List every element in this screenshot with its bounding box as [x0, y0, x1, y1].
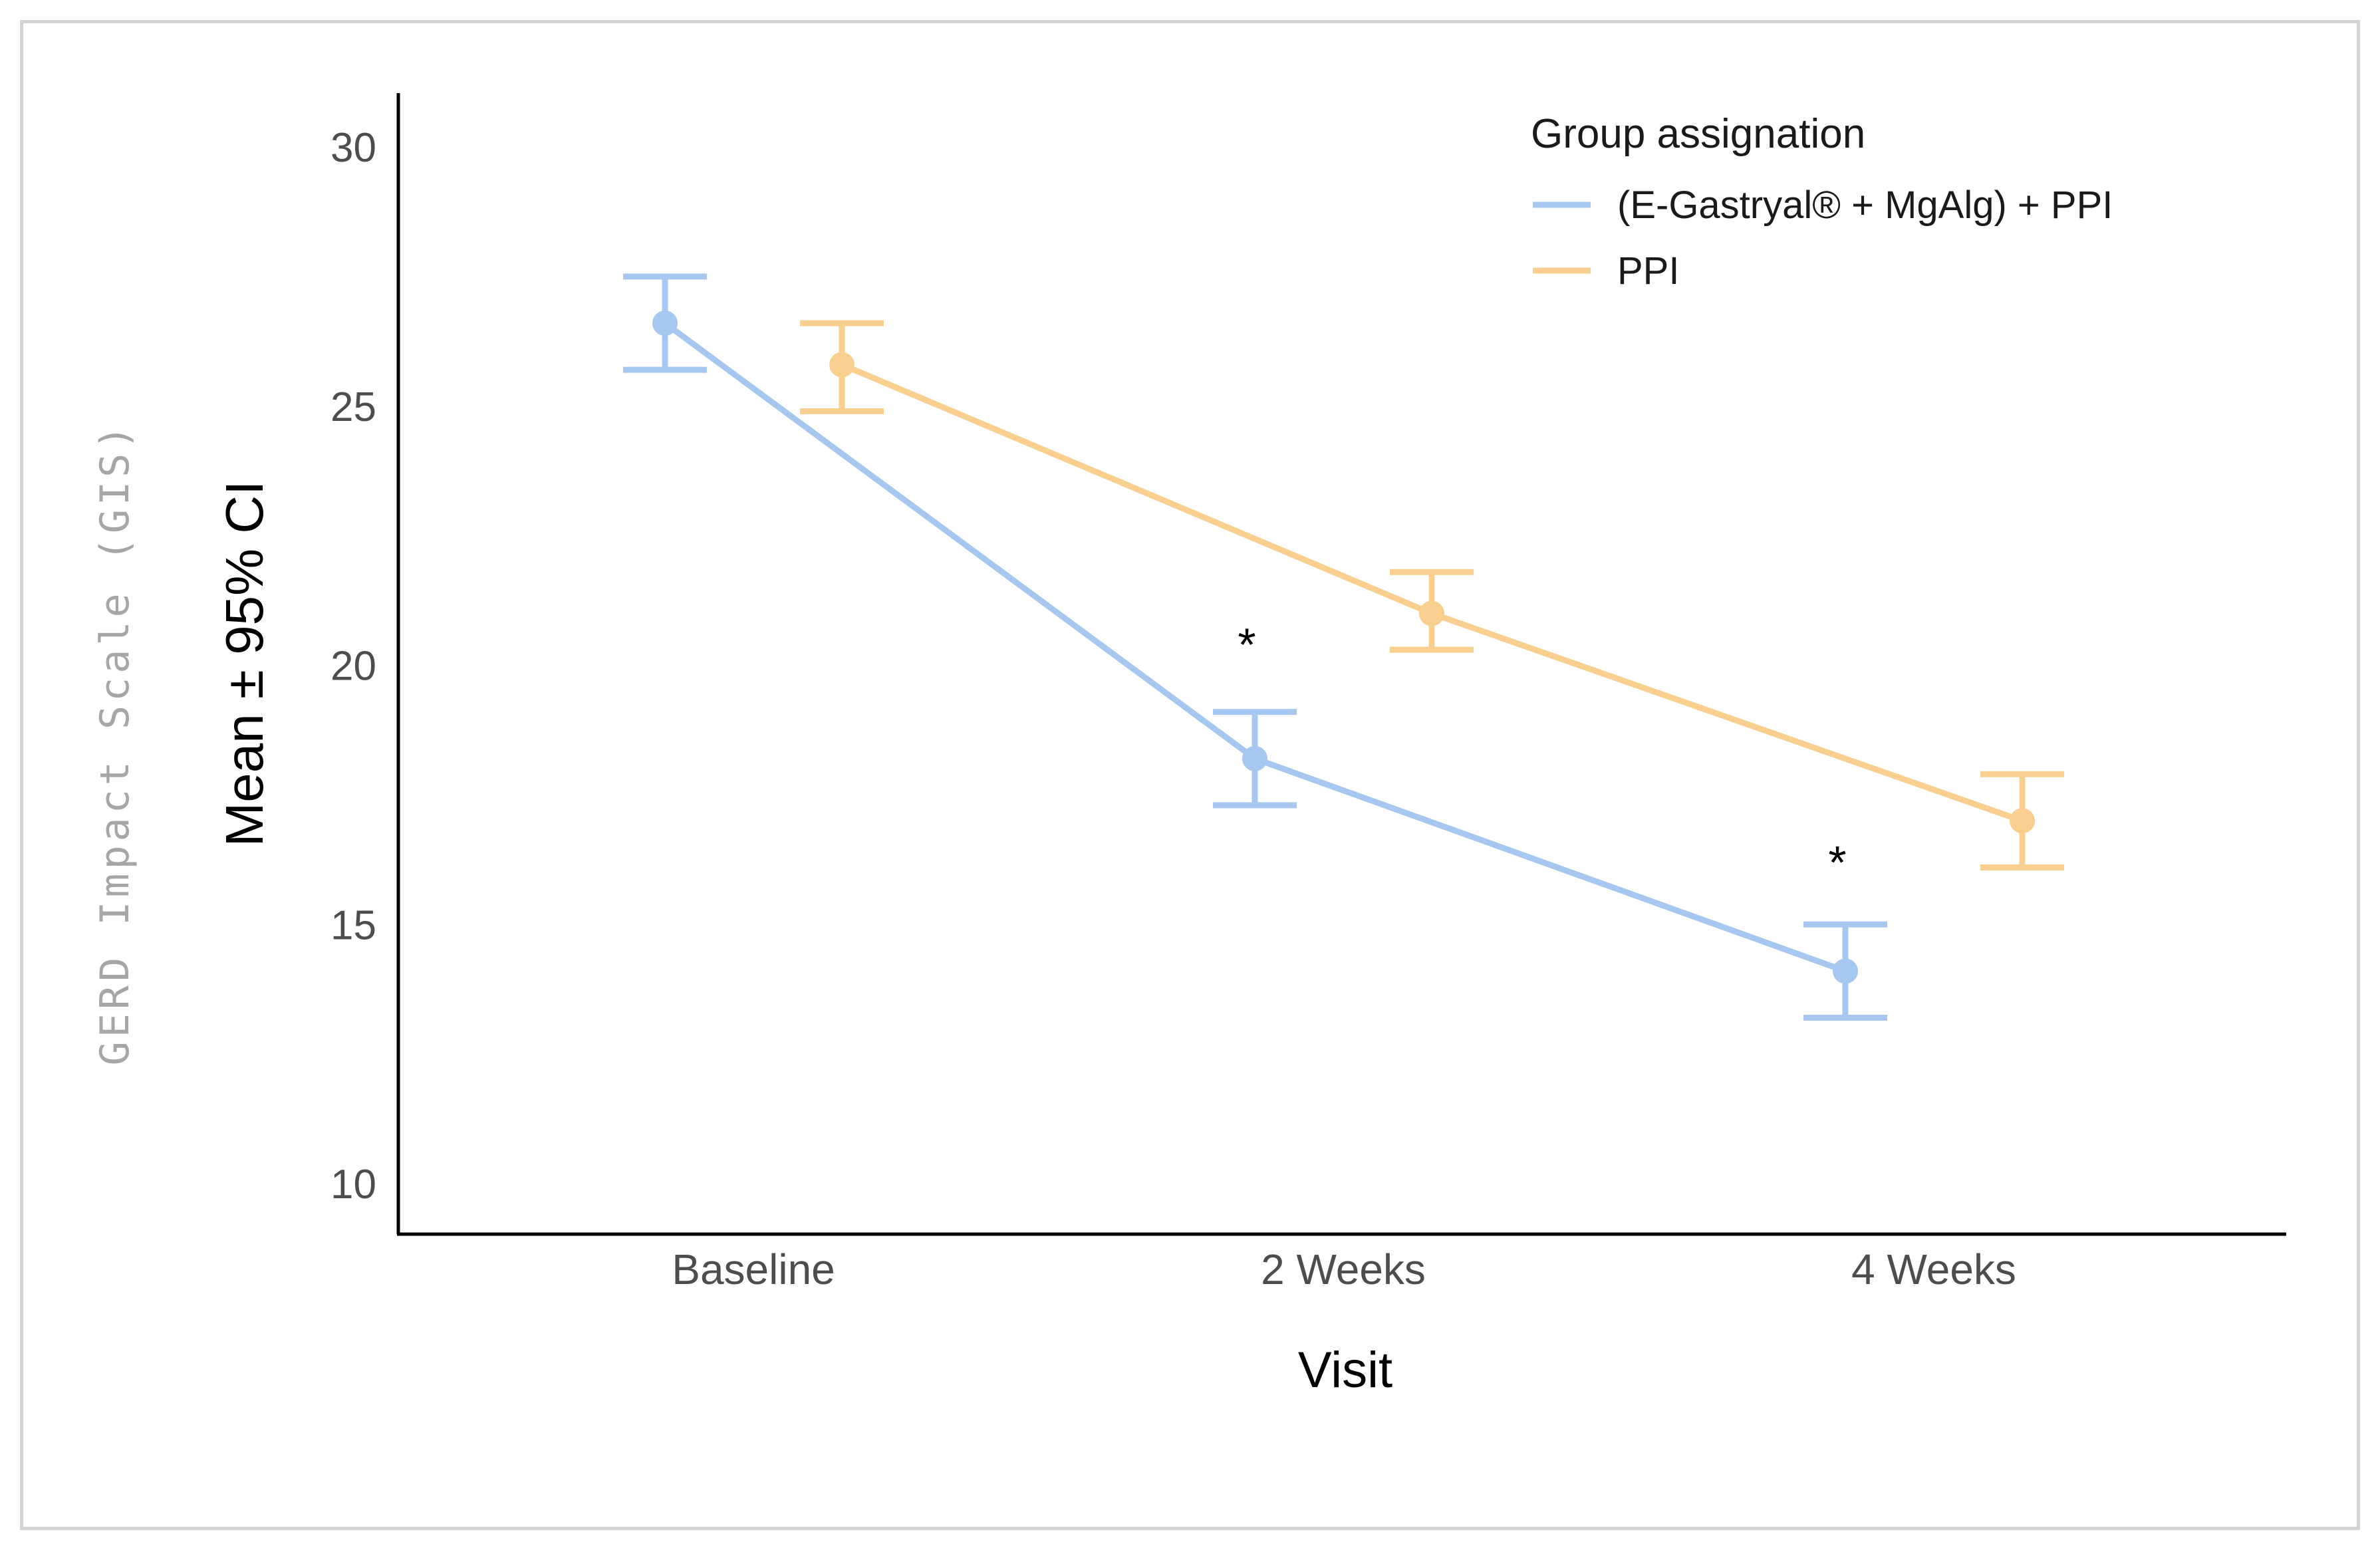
- outer-y-label: GERD Impact Scale (GIS): [92, 422, 138, 1066]
- annotations: **: [1238, 619, 1846, 888]
- data-point: [1419, 600, 1444, 626]
- y-tick-label-30: 30: [331, 125, 376, 171]
- y-tick-labels: 10 15 20 25 30: [331, 125, 376, 1208]
- figure-frame: [20, 20, 2360, 1530]
- data-point: [2010, 808, 2035, 834]
- data-point: [652, 311, 678, 336]
- series-1: [800, 320, 2064, 871]
- y-tick-label-25: 25: [331, 384, 376, 430]
- legend: Group assignation (E-Gastryal® + MgAlg) …: [1531, 111, 2113, 293]
- legend-title: Group assignation: [1531, 111, 1865, 157]
- y-tick-label-20: 20: [331, 644, 376, 690]
- x-tick-label-2-weeks: 2 Weeks: [1261, 1245, 1426, 1293]
- legend-label-ppi: PPI: [1617, 249, 1680, 293]
- data-point: [1833, 958, 1858, 984]
- series-0: [623, 273, 1887, 1021]
- x-tick-label-4-weeks: 4 Weeks: [1851, 1245, 2016, 1293]
- x-axis-title: Visit: [1298, 1342, 1392, 1398]
- y-tick-label-15: 15: [331, 902, 376, 948]
- legend-label-egastryal: (E-Gastryal® + MgAlg) + PPI: [1617, 184, 2113, 227]
- y-tick-label-10: 10: [331, 1162, 376, 1208]
- data-point: [1242, 745, 1267, 771]
- data-point: [829, 352, 855, 378]
- significance-marker: *: [1828, 837, 1846, 888]
- y-axis-title: Mean ± 95% CI: [215, 481, 274, 847]
- x-tick-label-baseline: Baseline: [672, 1245, 835, 1293]
- significance-marker: *: [1238, 619, 1256, 671]
- series-layer: [623, 273, 2064, 1021]
- x-tick-labels: Baseline 2 Weeks 4 Weeks: [672, 1245, 2016, 1293]
